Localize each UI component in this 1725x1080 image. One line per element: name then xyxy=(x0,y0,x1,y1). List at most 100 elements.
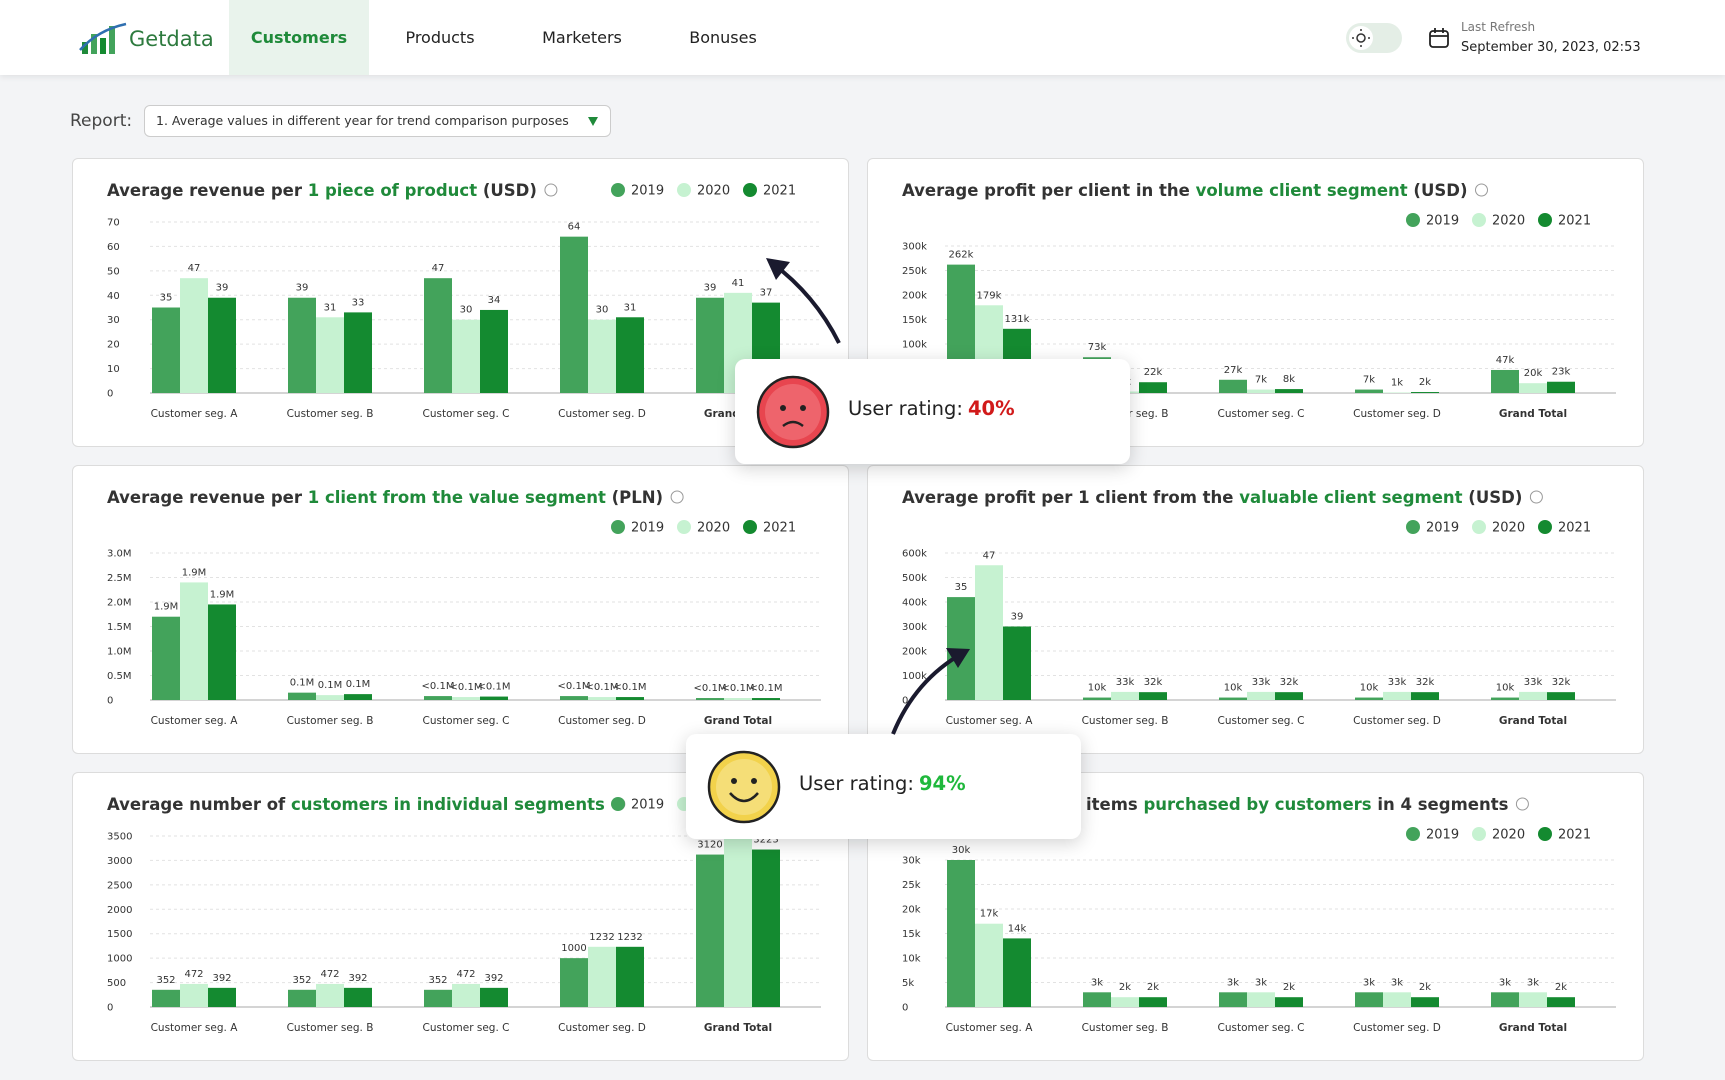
bar xyxy=(975,923,1003,1007)
data-label: 64 xyxy=(568,222,581,233)
y-tick-label: 3.0M xyxy=(107,549,132,560)
data-label: 10k xyxy=(1360,683,1379,694)
data-label: <0.1M xyxy=(750,683,783,694)
y-tick-label: 40 xyxy=(107,291,120,302)
nav-tab[interactable]: Customers xyxy=(229,0,369,75)
legend-swatch xyxy=(1538,213,1552,227)
data-label: 30 xyxy=(460,305,473,316)
data-label: 472 xyxy=(456,969,475,980)
y-tick-label: 10 xyxy=(107,364,120,375)
data-label: 352 xyxy=(292,975,311,986)
legend-swatch xyxy=(677,183,691,197)
title-part: purchased by customers xyxy=(1143,795,1371,814)
happy-face xyxy=(707,750,781,824)
y-tick-label: 15k xyxy=(902,929,921,940)
y-tick-label: 5k xyxy=(902,978,914,989)
bar xyxy=(424,989,452,1007)
bar xyxy=(1355,697,1383,700)
title-part: valuable client segment xyxy=(1239,488,1462,507)
bar xyxy=(696,297,724,393)
bar xyxy=(616,697,644,700)
logo-icon xyxy=(79,22,127,54)
bar xyxy=(560,696,588,700)
bar xyxy=(1383,992,1411,1007)
legend-swatch xyxy=(611,797,625,811)
data-label: 392 xyxy=(348,973,367,984)
chart-title: Average revenue per 1 client from the va… xyxy=(107,488,663,507)
bar xyxy=(1411,997,1439,1007)
info-icon[interactable] xyxy=(544,183,558,197)
bar xyxy=(1247,992,1275,1007)
data-label: 39 xyxy=(1011,612,1024,623)
bar xyxy=(724,698,752,700)
theme-toggle[interactable] xyxy=(1345,22,1403,54)
x-tick-label: Grand Total xyxy=(1499,1022,1567,1034)
rating-popup: User rating: 40% xyxy=(735,359,1130,464)
bar xyxy=(208,987,236,1007)
bar xyxy=(752,849,780,1007)
data-label: 7k xyxy=(1255,375,1267,386)
bar xyxy=(1491,697,1519,700)
bar xyxy=(752,698,780,700)
chart-title: Average profit per client in the volume … xyxy=(902,181,1468,200)
y-tick-label: 1.0M xyxy=(107,647,132,658)
data-label: 73k xyxy=(1088,342,1107,353)
data-label: 47 xyxy=(432,263,445,274)
legend-label: 2021 xyxy=(763,521,796,536)
info-icon[interactable] xyxy=(1515,797,1529,811)
bar xyxy=(1547,692,1575,700)
data-label: 1k xyxy=(1391,378,1403,389)
data-label: 3k xyxy=(1391,977,1403,988)
data-label: 2k xyxy=(1147,982,1159,993)
legend-swatch xyxy=(743,183,757,197)
bar xyxy=(560,236,588,393)
y-tick-label: 600k xyxy=(902,549,927,560)
bar xyxy=(208,297,236,393)
y-tick-label: 0 xyxy=(902,1003,908,1014)
y-tick-label: 2.5M xyxy=(107,573,132,584)
info-icon[interactable] xyxy=(670,490,684,504)
bar xyxy=(616,946,644,1007)
x-tick-label: Grand Total xyxy=(1499,408,1567,420)
data-label: 2k xyxy=(1555,982,1567,993)
data-label: 27k xyxy=(1224,365,1243,376)
data-label: 47 xyxy=(188,263,201,274)
nav-tab[interactable]: Bonuses xyxy=(689,28,757,47)
y-tick-label: 150k xyxy=(902,315,927,326)
y-tick-label: 10k xyxy=(902,954,921,965)
title-part: 1 piece of product xyxy=(308,181,477,200)
bar xyxy=(1139,997,1167,1007)
nav-tab[interactable]: Marketers xyxy=(542,28,622,47)
data-label: 3k xyxy=(1499,977,1511,988)
bar xyxy=(480,696,508,700)
legend-label: 2020 xyxy=(1492,214,1525,229)
data-label: 2k xyxy=(1119,982,1131,993)
data-label: 392 xyxy=(212,973,231,984)
data-label: 352 xyxy=(428,975,447,986)
data-label: <0.1M xyxy=(614,682,647,693)
info-icon[interactable] xyxy=(1529,490,1543,504)
data-label: 32k xyxy=(1144,677,1163,688)
report-dropdown[interactable]: 1. Average values in different year for … xyxy=(144,105,611,137)
chart: Average profit per 1 client from the val… xyxy=(902,488,1616,727)
x-tick-label: Customer seg. D xyxy=(1353,408,1441,420)
legend-swatch xyxy=(1406,827,1420,841)
data-label: 33k xyxy=(1252,677,1271,688)
data-label: 39 xyxy=(296,283,309,294)
data-label: 41 xyxy=(732,278,745,289)
bar xyxy=(288,692,316,700)
bar xyxy=(1355,389,1383,393)
x-tick-label: Customer seg. B xyxy=(1082,1022,1169,1034)
nav-tab[interactable]: Products xyxy=(405,28,475,47)
bar xyxy=(1003,626,1031,700)
bar xyxy=(1491,369,1519,393)
y-tick-label: 200k xyxy=(902,647,927,658)
x-tick-label: Customer seg. C xyxy=(423,408,510,420)
info-icon[interactable] xyxy=(1475,183,1488,197)
data-label: 47k xyxy=(1496,355,1515,366)
legend-swatch xyxy=(1538,827,1552,841)
y-tick-label: 3500 xyxy=(107,832,132,843)
data-label: 35 xyxy=(955,582,968,593)
bar xyxy=(180,983,208,1007)
y-tick-label: 300k xyxy=(902,622,927,633)
